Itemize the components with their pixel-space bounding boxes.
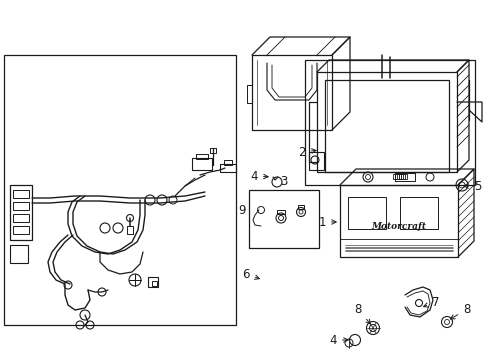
Bar (224, 160, 232, 165)
Bar (4, 55, 236, 325)
Bar (401, 174, 407, 179)
Bar (305, 60, 475, 185)
Bar (192, 158, 212, 170)
Bar (220, 164, 236, 172)
Bar (13, 190, 29, 198)
Bar (277, 210, 285, 214)
Text: 5: 5 (464, 180, 481, 193)
Bar (152, 281, 157, 286)
Bar (309, 152, 324, 170)
Text: 2: 2 (298, 145, 316, 158)
Bar (399, 174, 405, 179)
Bar (395, 174, 401, 179)
Bar (249, 190, 319, 248)
Bar (10, 245, 28, 263)
Text: Motorcraft: Motorcraft (371, 221, 426, 230)
Text: 3: 3 (280, 175, 288, 188)
Text: 1: 1 (318, 216, 336, 229)
Bar (210, 148, 216, 153)
Bar (13, 226, 29, 234)
Bar (340, 185, 458, 257)
Bar (325, 80, 449, 172)
Text: 7: 7 (424, 296, 440, 309)
Bar (127, 226, 133, 234)
Bar (247, 85, 252, 103)
Text: 8: 8 (355, 303, 370, 324)
Bar (13, 202, 29, 210)
Text: 8: 8 (450, 303, 470, 319)
Text: 6: 6 (243, 267, 259, 280)
Bar (395, 173, 415, 181)
Bar (252, 55, 332, 130)
Bar (148, 277, 158, 287)
Bar (400, 197, 438, 229)
Bar (317, 72, 457, 172)
Bar (348, 197, 386, 229)
Text: 4: 4 (329, 333, 348, 346)
Bar (298, 205, 304, 209)
Bar (196, 154, 208, 159)
Bar (13, 214, 29, 222)
Text: 4: 4 (250, 170, 268, 183)
Bar (393, 174, 399, 179)
Bar (10, 185, 32, 240)
Text: 9: 9 (239, 203, 246, 216)
Bar (397, 174, 403, 179)
